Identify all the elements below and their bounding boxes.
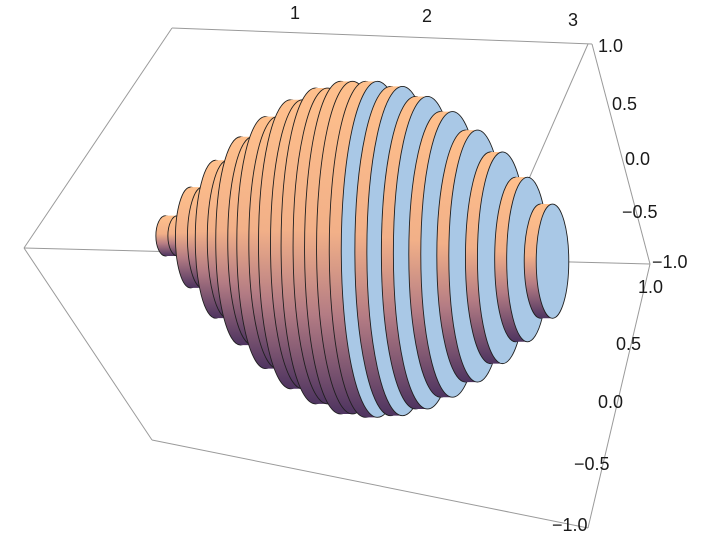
y-tick-label: 0.0	[625, 149, 650, 169]
z-tick-label: 1.0	[638, 277, 663, 297]
y-tick-label: 0.5	[612, 94, 637, 114]
z-tick-label: −1.0	[552, 515, 588, 535]
box-edge	[151, 439, 589, 529]
x-tick-label: 1	[290, 3, 300, 23]
y-tick-label: −1.0	[652, 252, 688, 272]
z-tick-label: 0.5	[616, 334, 641, 354]
box-edge	[171, 27, 593, 45]
y-tick-label: −0.5	[622, 202, 658, 222]
box-edge	[587, 263, 651, 529]
x-tick-label: 2	[422, 6, 432, 26]
box-edge	[591, 43, 651, 265]
x-tick-label: 3	[568, 10, 578, 30]
z-tick-label: 0.0	[598, 392, 623, 412]
y-axis-ticks: 1.0 0.5 0.0 −0.5 −1.0	[598, 36, 688, 272]
y-tick-label: 1.0	[598, 36, 623, 56]
z-tick-label: −0.5	[574, 454, 610, 474]
disc-stack	[155, 80, 570, 418]
box-edge	[23, 247, 153, 441]
disc-face	[535, 203, 570, 319]
box-edge	[23, 27, 173, 249]
x-axis-ticks: 1 2 3	[290, 3, 578, 30]
z-axis-ticks: 1.0 0.5 0.0 −0.5 −1.0	[552, 277, 663, 535]
